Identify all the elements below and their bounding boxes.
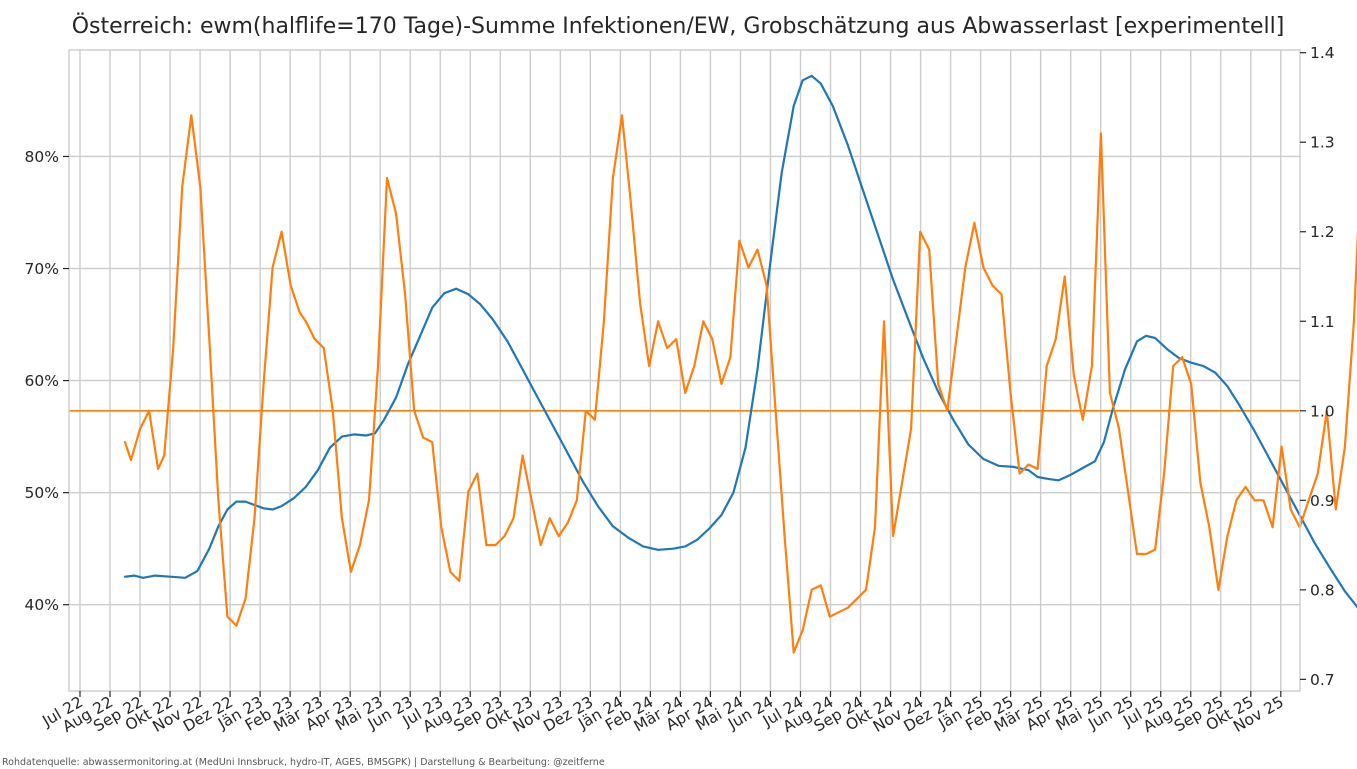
- source-note: Rohdatenquelle: abwassermonitoring.at (M…: [2, 757, 605, 768]
- left-tick-label: 50%: [25, 484, 59, 502]
- left-tick-label: 60%: [25, 372, 59, 390]
- grid: [69, 50, 1300, 691]
- right-y-axis: 0.7 0.8 0.9 1.0 1.1 1.2 1.3 1.4: [1300, 44, 1335, 689]
- left-tick-label: 70%: [25, 260, 59, 278]
- right-tick-label: 1.2: [1310, 223, 1335, 241]
- right-tick-label: 1.3: [1310, 134, 1335, 152]
- left-y-axis: 40% 50% 60% 70% 80%: [25, 148, 69, 614]
- series-line-1: [123, 74, 1357, 609]
- series-line-3: [123, 114, 1357, 654]
- series-group: [123, 74, 1357, 654]
- right-tick-label: 0.8: [1310, 581, 1335, 599]
- right-tick-label: 1.0: [1310, 402, 1335, 420]
- right-tick-label: 1.1: [1310, 313, 1335, 331]
- left-tick-label: 40%: [25, 596, 59, 614]
- chart-title: Österreich: ewm(halflife=170 Tage)-Summe…: [72, 13, 1285, 39]
- right-tick-label: 1.4: [1310, 44, 1335, 62]
- plot-frame: [68, 49, 1301, 692]
- right-tick-label: 0.7: [1310, 671, 1335, 689]
- left-tick-label: 80%: [25, 148, 59, 166]
- right-tick-label: 0.9: [1310, 492, 1335, 510]
